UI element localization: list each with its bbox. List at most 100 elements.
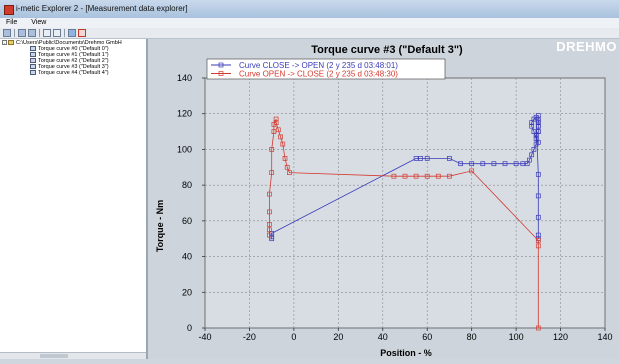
- export-icon[interactable]: [68, 29, 76, 37]
- open-icon[interactable]: [3, 29, 11, 37]
- legend-entry-0: Curve CLOSE -> OPEN (2 y 235 d 03:48:01): [239, 61, 398, 70]
- tree-item-label: Torque curve #1 ("Default 1"): [38, 52, 109, 58]
- data-point: [535, 243, 541, 249]
- window-title: i-metic Explorer 2 - [Measurement data e…: [16, 4, 188, 13]
- curve-file-icon: [30, 52, 36, 58]
- tree-item[interactable]: Torque curve #0 ("Default 0"): [30, 46, 109, 52]
- series-line-1: [269, 118, 539, 328]
- y-tick-label: 0: [187, 323, 192, 333]
- title-bar: i-metic Explorer 2 - [Measurement data e…: [0, 0, 619, 19]
- curve-file-icon: [30, 58, 36, 64]
- x-tick-label: 60: [422, 332, 432, 342]
- menu-view[interactable]: View: [31, 19, 47, 26]
- tree-item[interactable]: Torque curve #2 ("Default 2"): [30, 58, 109, 64]
- save-all-icon[interactable]: [28, 29, 36, 37]
- data-point: [529, 152, 535, 158]
- y-tick-label: 40: [182, 252, 192, 262]
- tree-item-label: Torque curve #4 ("Default 4"): [38, 70, 109, 76]
- data-point: [267, 232, 272, 238]
- data-point: [535, 214, 541, 220]
- filter-icon[interactable]: [53, 29, 61, 37]
- collapse-icon[interactable]: -: [2, 40, 7, 46]
- horizontal-scrollbar[interactable]: [0, 352, 146, 359]
- data-point: [278, 134, 283, 140]
- data-point: [535, 238, 541, 243]
- data-point: [535, 123, 541, 129]
- data-point: [533, 136, 539, 142]
- brand-logo-text: DREHMO: [556, 39, 617, 54]
- folder-icon: [8, 40, 14, 46]
- tree-item-label: Torque curve #2 ("Default 2"): [38, 58, 109, 64]
- tree-item-label: Torque curve #0 ("Default 0"): [38, 46, 109, 52]
- y-tick-label: 140: [177, 73, 192, 83]
- tree-item[interactable]: Torque curve #1 ("Default 1"): [30, 52, 109, 58]
- data-point: [491, 161, 497, 167]
- data-point: [469, 168, 475, 174]
- curve-file-icon: [30, 70, 36, 76]
- x-tick-label: 40: [378, 332, 388, 342]
- x-tick-label: 20: [333, 332, 343, 342]
- data-point: [520, 161, 526, 167]
- x-tick-label: 140: [597, 332, 612, 342]
- x-tick-label: -20: [243, 332, 256, 342]
- x-tick-label: 100: [509, 332, 524, 342]
- data-point: [271, 129, 277, 134]
- tree-item[interactable]: Torque curve #3 ("Default 3"): [30, 64, 109, 70]
- explorer-tree: - C:\Users\Public\Documents\Drehmo GmbH T…: [0, 39, 148, 359]
- tree-item-label: Torque curve #3 ("Default 3"): [38, 64, 109, 70]
- legend-entry-1: Curve OPEN -> CLOSE (2 y 235 d 03:48:30): [239, 70, 398, 79]
- toolbar: [0, 28, 619, 39]
- curve-file-icon: [30, 64, 36, 70]
- tree-item[interactable]: Torque curve #4 ("Default 4"): [30, 70, 109, 76]
- x-tick-label: 120: [553, 332, 568, 342]
- data-point: [424, 173, 430, 179]
- legend-swatch-marker: [218, 62, 224, 68]
- data-point: [535, 325, 541, 331]
- data-point: [269, 147, 275, 152]
- data-point: [273, 120, 279, 125]
- menu-file[interactable]: File: [6, 19, 18, 26]
- y-tick-label: 120: [177, 109, 192, 119]
- data-point: [529, 123, 535, 129]
- tree-icon[interactable]: [43, 29, 51, 37]
- data-point: [275, 127, 281, 133]
- save-icon[interactable]: [18, 29, 26, 37]
- data-point: [280, 141, 286, 147]
- data-point: [447, 173, 452, 179]
- torque-chart: -40 -20 0 20 40 60 80 100 120 140 0 20 40 60 80 100 120 1…: [155, 44, 613, 358]
- data-point: [527, 157, 532, 163]
- data-point: [267, 191, 272, 197]
- data-point: [531, 147, 537, 152]
- chart-panel: DREHMO -40 -20 0 20 40 60 80 100 120 140 0 20 40 60 80…: [148, 39, 619, 359]
- x-tick-label: 80: [467, 332, 477, 342]
- y-tick-label: 100: [177, 144, 192, 154]
- plot-background: [204, 77, 606, 329]
- x-tick-label: -40: [198, 332, 211, 342]
- check-icon[interactable]: [78, 29, 86, 37]
- data-point: [502, 161, 508, 167]
- data-point: [535, 129, 541, 134]
- data-point: [435, 173, 441, 179]
- tree-root[interactable]: - C:\Users\Public\Documents\Drehmo GmbH: [2, 40, 122, 46]
- data-point: [282, 156, 288, 161]
- legend-box: [206, 58, 446, 80]
- legend-swatch-marker: [218, 71, 224, 76]
- scrollbar-thumb[interactable]: [40, 354, 68, 358]
- data-point: [267, 222, 272, 227]
- data-point: [391, 173, 397, 179]
- data-point: [533, 114, 539, 120]
- data-point: [267, 227, 272, 233]
- data-point: [469, 161, 475, 167]
- y-tick-label: 80: [182, 180, 192, 190]
- y-tick-label: 60: [182, 216, 192, 226]
- data-point: [402, 173, 408, 179]
- y-tick-label: 20: [182, 287, 192, 297]
- toolbar-separator: [14, 29, 15, 37]
- data-point: [273, 116, 279, 122]
- data-point: [535, 193, 541, 199]
- data-point: [269, 170, 275, 175]
- data-point: [513, 161, 519, 167]
- data-point: [531, 129, 537, 134]
- x-axis-label: Position - %: [380, 348, 432, 358]
- y-axis-label: Torque - Nm: [155, 200, 165, 252]
